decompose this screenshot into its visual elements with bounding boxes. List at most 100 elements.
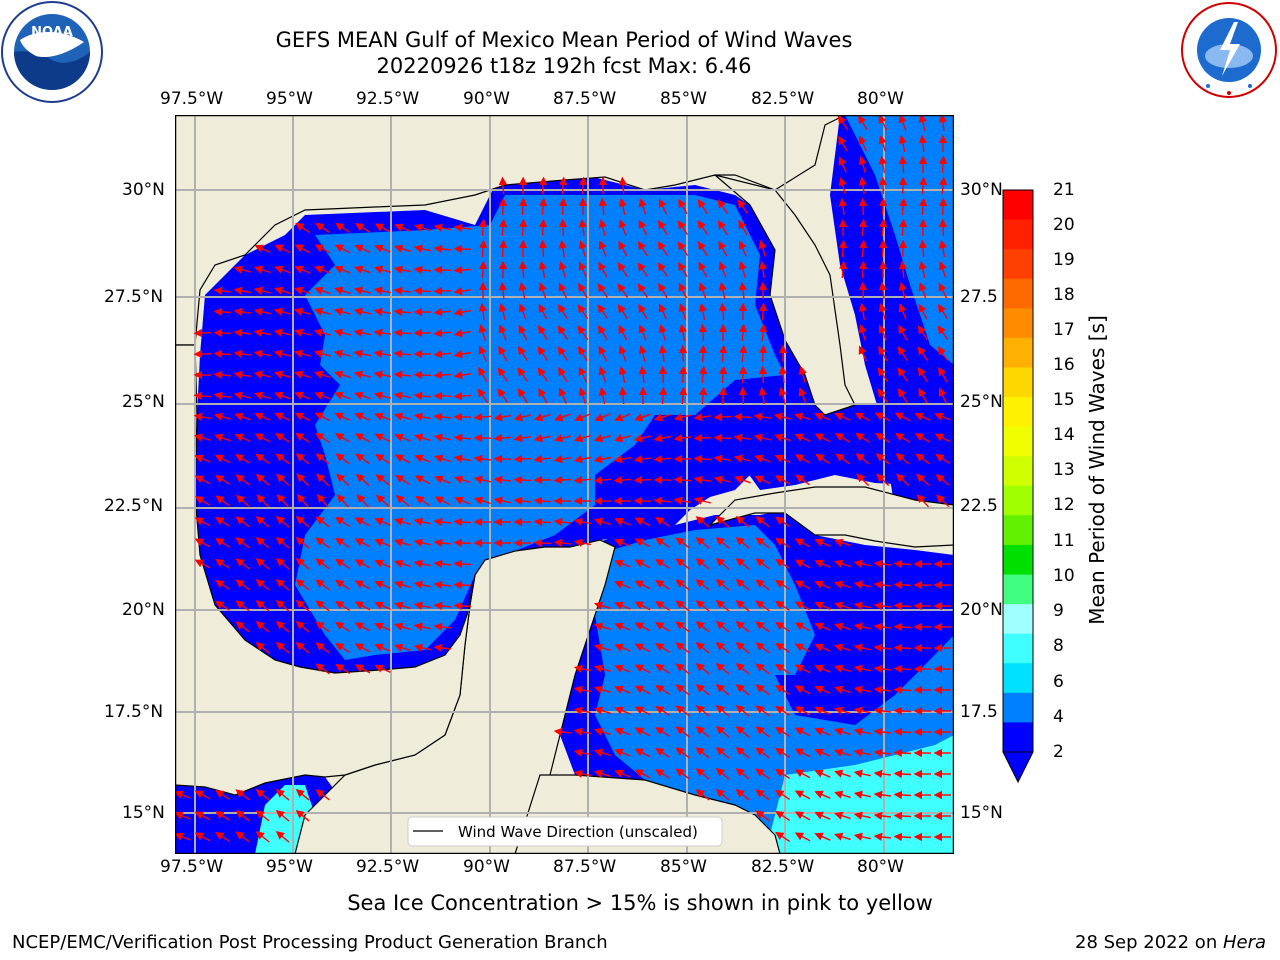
wave-direction-arrow [478, 218, 488, 237]
wave-direction-arrow [853, 811, 871, 820]
wave-direction-arrow [854, 412, 871, 422]
wave-direction-arrow [255, 789, 270, 801]
colorbar-tick: 17 [1053, 320, 1075, 340]
wave-direction-arrow [413, 244, 431, 253]
wave-direction-arrow [675, 579, 690, 591]
wave-direction-arrow [335, 558, 351, 569]
lon-label-top: 85°W [660, 89, 707, 109]
wave-direction-arrow [498, 345, 508, 362]
wave-direction-arrow [794, 643, 811, 653]
wave-direction-arrow [453, 433, 471, 443]
wave-direction-arrow [193, 328, 212, 338]
wave-direction-arrow [433, 307, 452, 317]
wave-direction-arrow [474, 496, 491, 505]
lat-label-right: 20°N [960, 600, 1003, 620]
wave-direction-arrow [593, 455, 612, 464]
lat-label-left: 15°N [122, 803, 165, 823]
wave-direction-arrow [313, 328, 331, 337]
wave-direction-arrow [253, 286, 271, 295]
wave-direction-arrow [893, 601, 912, 611]
wave-direction-arrow [638, 219, 648, 236]
wave-direction-arrow [678, 282, 688, 299]
wave-direction-arrow [878, 281, 888, 299]
wave-direction-arrow [374, 664, 391, 673]
wave-direction-arrow [613, 434, 631, 443]
wave-direction-arrow [755, 810, 770, 822]
wave-direction-arrow [938, 387, 947, 404]
wave-direction-arrow [538, 239, 548, 258]
colorbar-segment [1003, 663, 1033, 694]
wave-direction-arrow [573, 706, 591, 715]
graticule [175, 115, 954, 854]
wave-direction-arrow [697, 241, 708, 257]
wave-direction-arrow [518, 281, 527, 299]
colorbar-segment [1003, 397, 1033, 428]
wave-direction-arrow [634, 727, 651, 737]
wave-direction-arrow [394, 559, 411, 568]
wave-direction-arrow [538, 282, 547, 299]
wave-direction-arrow [675, 558, 690, 570]
wave-direction-arrow [553, 517, 571, 527]
wave-direction-arrow [354, 664, 371, 674]
wave-direction-arrow [735, 663, 750, 675]
wave-direction-arrow [393, 307, 412, 317]
wave-direction-arrow [938, 261, 947, 278]
wave-direction-arrow [195, 496, 211, 506]
wave-direction-arrow [235, 516, 250, 528]
wave-direction-arrow [194, 559, 211, 569]
wave-direction-arrow [393, 391, 411, 400]
wave-direction-arrow [213, 307, 232, 317]
wave-direction-arrow [735, 579, 750, 591]
wave-direction-arrow [695, 579, 710, 591]
wave-direction-arrow [453, 350, 472, 359]
wave-direction-arrow [175, 811, 191, 820]
wave-direction-arrow [834, 727, 851, 736]
wave-direction-arrow [878, 218, 888, 237]
wave-direction-arrow [375, 474, 390, 486]
legend-label: Wind Wave Direction (unscaled) [458, 823, 698, 841]
wave-direction-arrow [938, 239, 947, 258]
wave-direction-arrow [573, 538, 591, 547]
wave-direction-arrow [618, 324, 628, 341]
wave-direction-arrow [498, 239, 508, 258]
wave-direction-arrow [873, 643, 891, 653]
wave-direction-arrow [893, 685, 912, 695]
wave-direction-arrow [794, 685, 811, 695]
wave-direction-arrow [898, 281, 907, 299]
wave-direction-arrow [534, 413, 551, 422]
wave-direction-arrow [695, 516, 710, 528]
wave-direction-arrow [538, 197, 548, 216]
wave-direction-arrow [638, 324, 647, 341]
wave-direction-arrow [738, 386, 748, 405]
wave-direction-arrow [918, 197, 928, 216]
wave-direction-arrow [295, 600, 310, 612]
wave-direction-arrow [814, 538, 831, 547]
wave-direction-arrow [336, 493, 349, 508]
wave-direction-arrow [194, 475, 211, 485]
wave-direction-arrow [593, 517, 611, 526]
wave-direction-arrow [354, 580, 371, 590]
wave-direction-arrow [737, 199, 749, 214]
wave-direction-arrow [193, 391, 212, 401]
wave-direction-arrow [578, 387, 587, 404]
wave-direction-arrow [775, 516, 791, 527]
wave-direction-arrow [853, 769, 871, 778]
lon-label-bottom: 80°W [857, 857, 904, 877]
wave-direction-arrow [655, 642, 671, 653]
wave-direction-arrow [235, 831, 250, 843]
wave-direction-arrow [893, 580, 912, 590]
wave-direction-arrow [554, 413, 571, 422]
wave-direction-arrow [453, 580, 472, 590]
colorbar-tick: 13 [1053, 460, 1075, 480]
wave-direction-arrow [314, 265, 331, 274]
wave-direction-arrow [735, 537, 750, 549]
wave-direction-arrow [637, 262, 649, 278]
wave-direction-arrow [638, 344, 647, 362]
wave-direction-arrow [394, 622, 411, 631]
wave-direction-arrow [878, 302, 887, 320]
lon-label-bottom: 97.5°W [160, 857, 224, 877]
wave-direction-arrow [453, 223, 471, 233]
wave-direction-arrow [658, 220, 668, 236]
wave-direction-arrow [215, 789, 231, 800]
wave-direction-arrow [233, 265, 251, 274]
